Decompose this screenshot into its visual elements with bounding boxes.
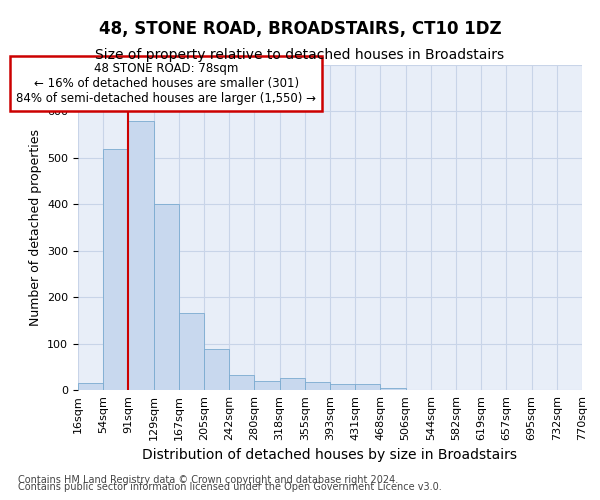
Bar [103, 148, 128, 390]
Text: Size of property relative to detached houses in Broadstairs: Size of property relative to detached ho… [95, 48, 505, 62]
Bar [380, 388, 406, 390]
Bar [330, 384, 355, 390]
Bar [280, 378, 305, 390]
Text: 48 STONE ROAD: 78sqm
← 16% of detached houses are smaller (301)
84% of semi-deta: 48 STONE ROAD: 78sqm ← 16% of detached h… [16, 62, 316, 105]
Bar [179, 314, 204, 390]
Text: 48, STONE ROAD, BROADSTAIRS, CT10 1DZ: 48, STONE ROAD, BROADSTAIRS, CT10 1DZ [98, 20, 502, 38]
Bar [254, 380, 280, 390]
Bar [355, 384, 380, 390]
Text: Contains HM Land Registry data © Crown copyright and database right 2024.: Contains HM Land Registry data © Crown c… [18, 475, 398, 485]
X-axis label: Distribution of detached houses by size in Broadstairs: Distribution of detached houses by size … [143, 448, 517, 462]
Bar [204, 349, 229, 390]
Bar [229, 374, 254, 390]
Text: Contains public sector information licensed under the Open Government Licence v3: Contains public sector information licen… [18, 482, 442, 492]
Bar [78, 383, 103, 390]
Bar [154, 204, 179, 390]
Y-axis label: Number of detached properties: Number of detached properties [29, 129, 41, 326]
Bar [128, 120, 154, 390]
Bar [305, 382, 330, 390]
